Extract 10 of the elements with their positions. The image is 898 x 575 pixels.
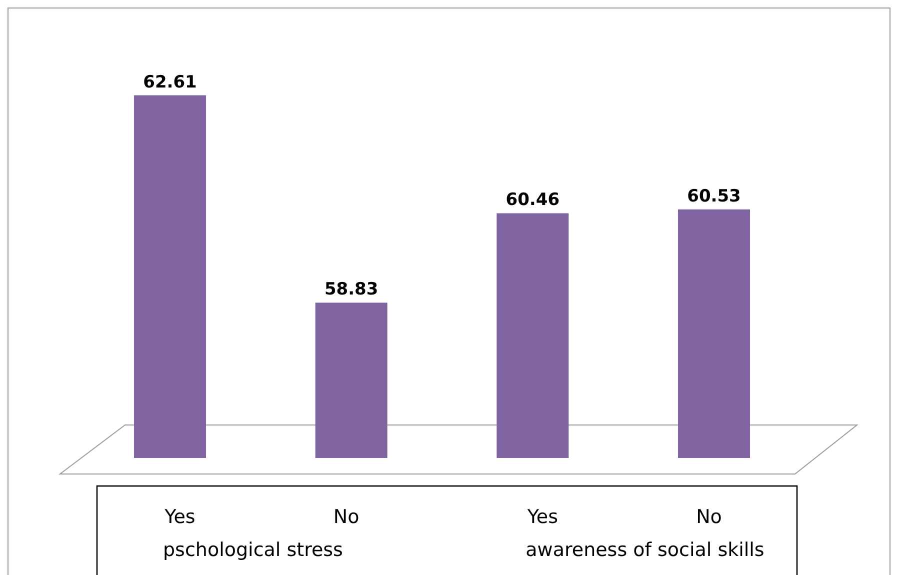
x-tick-label: Yes [164,506,196,528]
data-label: 62.61 [143,72,197,92]
data-label: 60.46 [506,190,560,210]
text: awareness of social skills [526,539,764,561]
x-tick-label: No [696,506,722,528]
x-tick-label: No [333,506,360,528]
text: pschological stress [163,539,343,561]
data-label: 60.53 [687,186,741,206]
data-label: 58.83 [324,280,378,300]
x-tick-label: Yes [526,506,558,528]
